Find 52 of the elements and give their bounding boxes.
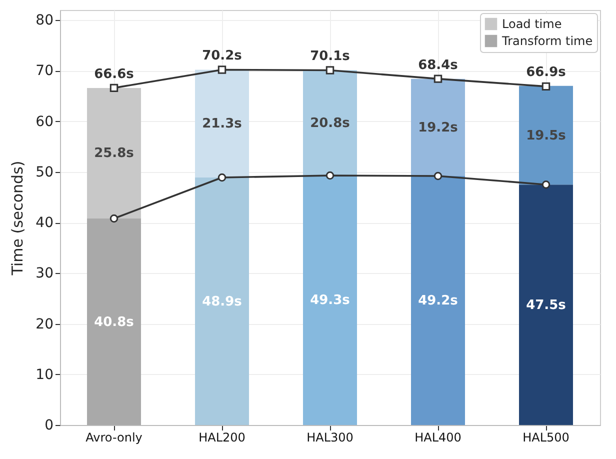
y-axis-title: Time (seconds) xyxy=(8,160,27,276)
y-tick-label: 10 xyxy=(36,366,54,383)
bar xyxy=(411,176,465,425)
point xyxy=(542,180,550,189)
point xyxy=(218,173,226,182)
point xyxy=(110,84,118,92)
y-tick-label: 20 xyxy=(36,316,54,332)
bar xyxy=(87,218,141,425)
bar xyxy=(519,184,573,425)
data-label: 21.3s xyxy=(202,116,242,132)
data-label: 40.8s xyxy=(94,314,134,330)
total-label: 66.9s xyxy=(526,64,566,80)
bar xyxy=(195,70,249,178)
bar xyxy=(303,175,357,425)
data-label: 48.9s xyxy=(202,294,242,310)
total-label: 68.4s xyxy=(418,58,458,73)
point xyxy=(434,74,442,83)
data-label: 49.3s xyxy=(310,293,350,308)
data-label: 25.8s xyxy=(94,146,134,162)
y-tick-label: 40 xyxy=(36,215,54,232)
data-label: 19.5s xyxy=(526,128,566,144)
data-label: 49.2s xyxy=(418,294,458,308)
total-label: 66.6s xyxy=(94,66,134,82)
bar xyxy=(411,78,465,176)
bar xyxy=(519,86,573,185)
total-label: 70.2s xyxy=(202,48,242,64)
y-tick-label: 60 xyxy=(36,114,54,130)
data-label: 47.5s xyxy=(526,298,566,313)
point xyxy=(434,172,442,180)
data-label: 19.2s xyxy=(418,120,458,136)
data-label: 20.8s xyxy=(310,116,350,131)
y-tick-label: 50 xyxy=(36,164,54,180)
y-tick-label: 0 xyxy=(44,418,54,434)
bar xyxy=(303,70,357,176)
total-label: 70.1s xyxy=(310,49,350,64)
y-tick-label: 30 xyxy=(36,266,54,282)
bar xyxy=(87,88,141,219)
x-tick-label: HAL500 xyxy=(522,430,570,444)
y-tick-label: 80 xyxy=(36,12,54,29)
bar xyxy=(195,178,249,425)
y-tick-label: 70 xyxy=(36,63,54,80)
point xyxy=(218,66,226,74)
point xyxy=(110,214,118,223)
x-tick-label: HAL300 xyxy=(306,430,354,444)
legend-label: Load time xyxy=(502,17,562,31)
point xyxy=(326,66,334,74)
x-tick-label: HAL200 xyxy=(198,430,246,444)
point xyxy=(542,82,550,91)
point xyxy=(326,171,334,180)
x-tick-label: HAL400 xyxy=(414,430,462,444)
legend-label: Transform time xyxy=(501,34,593,48)
x-tick-label: Avro-only xyxy=(86,430,142,444)
